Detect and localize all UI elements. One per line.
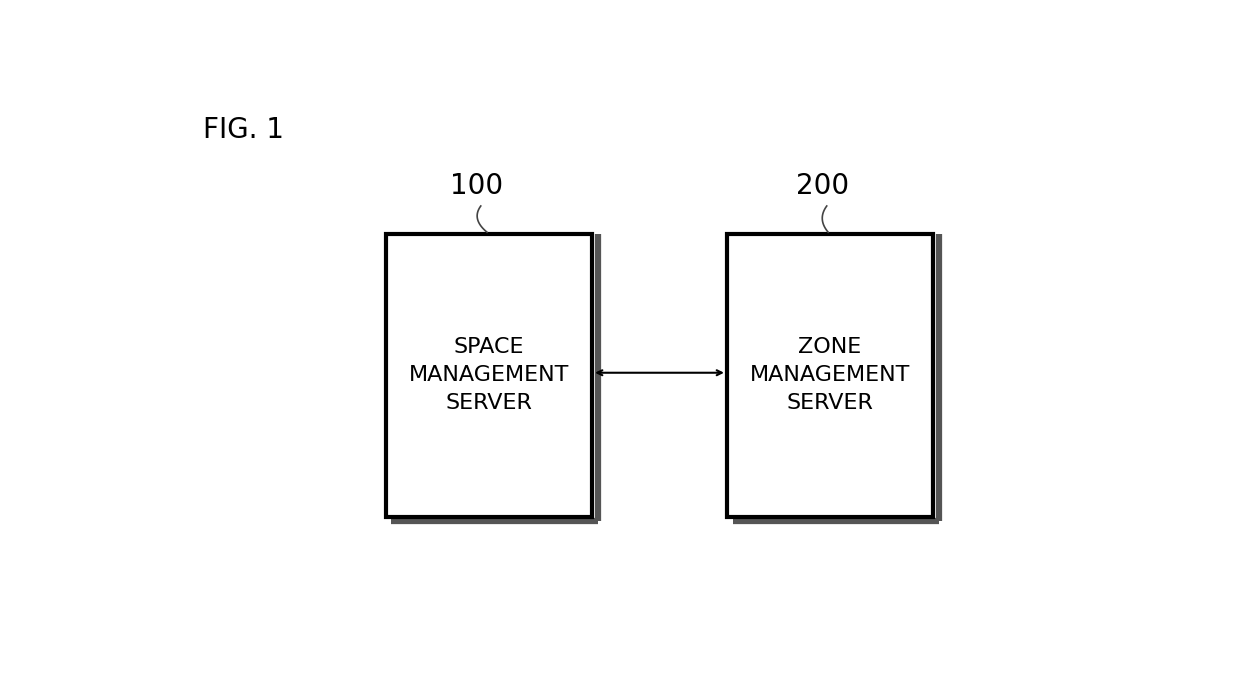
Text: 100: 100 xyxy=(450,172,503,200)
Text: SPACE
MANAGEMENT
SERVER: SPACE MANAGEMENT SERVER xyxy=(409,337,569,413)
Bar xyxy=(386,234,593,517)
Bar xyxy=(727,234,934,517)
Text: 200: 200 xyxy=(796,172,849,200)
Text: FIG. 1: FIG. 1 xyxy=(203,116,284,144)
Text: ZONE
MANAGEMENT
SERVER: ZONE MANAGEMENT SERVER xyxy=(750,337,910,413)
